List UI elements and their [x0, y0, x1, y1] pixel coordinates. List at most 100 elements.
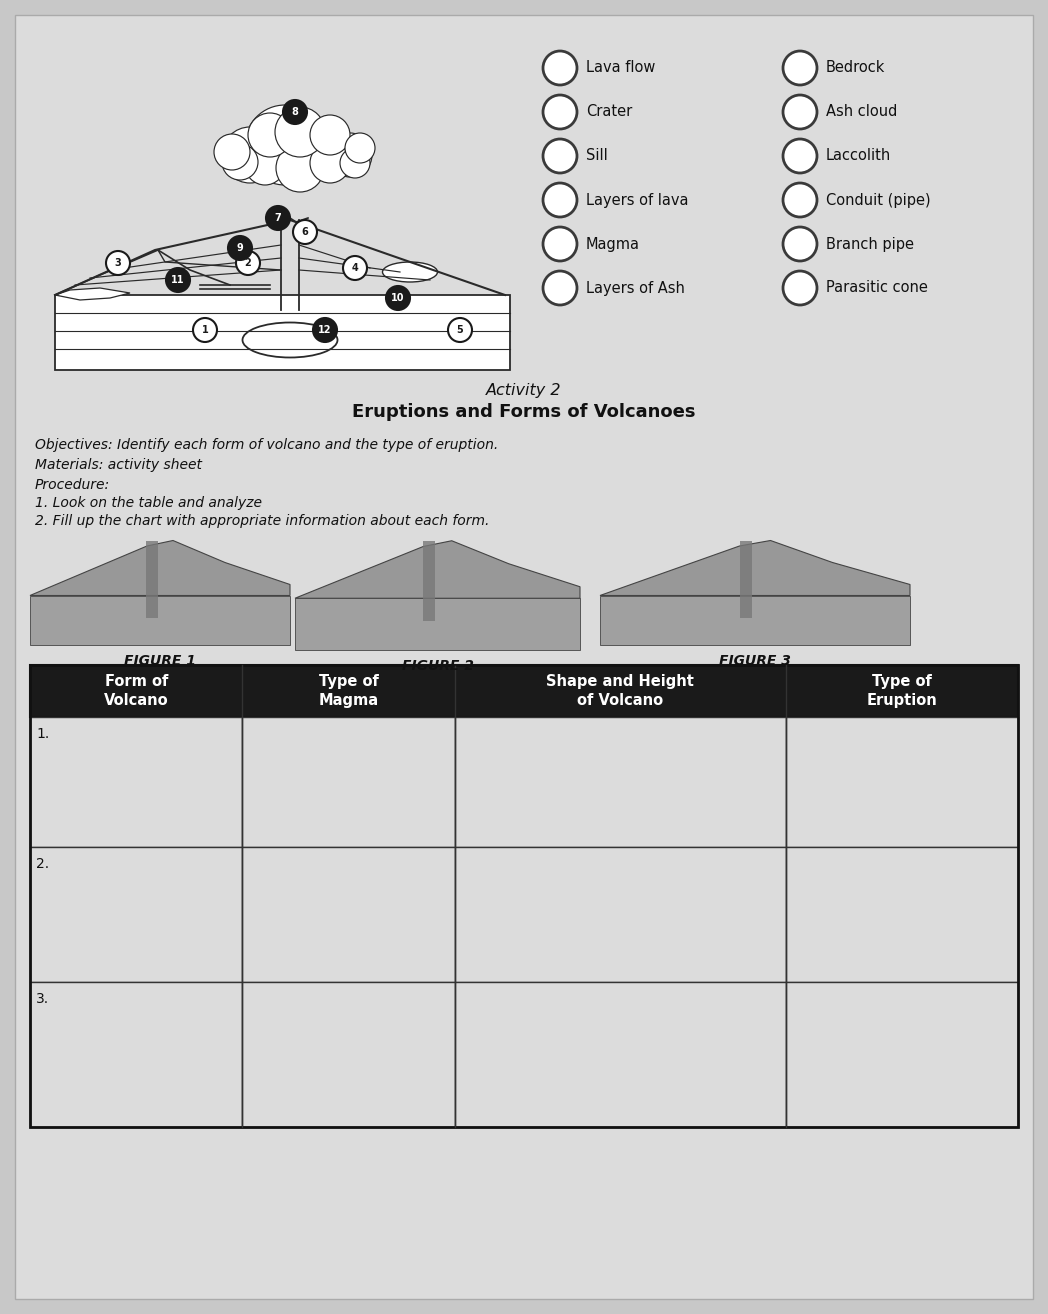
Text: Objectives: Identify each form of volcano and the type of eruption.: Objectives: Identify each form of volcan… — [35, 438, 498, 452]
Text: FIGURE 3: FIGURE 3 — [719, 654, 791, 668]
Circle shape — [543, 95, 577, 129]
Text: Magma: Magma — [586, 237, 640, 251]
Circle shape — [310, 143, 350, 183]
Text: Bedrock: Bedrock — [826, 60, 886, 75]
Circle shape — [783, 227, 817, 261]
Circle shape — [345, 133, 375, 163]
Text: 11: 11 — [171, 275, 184, 285]
Text: Eruptions and Forms of Volcanoes: Eruptions and Forms of Volcanoes — [352, 403, 696, 420]
Text: 2: 2 — [244, 258, 252, 268]
Text: 10: 10 — [391, 293, 405, 304]
Text: FIGURE 2: FIGURE 2 — [401, 660, 474, 673]
Text: 8: 8 — [291, 106, 299, 117]
Circle shape — [283, 100, 307, 124]
Bar — [30, 595, 290, 645]
Text: Type of
Eruption: Type of Eruption — [867, 674, 937, 708]
Bar — [786, 982, 1018, 1127]
Bar — [455, 982, 786, 1127]
Circle shape — [328, 133, 372, 177]
Text: Layers of Ash: Layers of Ash — [586, 280, 685, 296]
Text: 7: 7 — [275, 213, 281, 223]
Polygon shape — [601, 540, 910, 595]
Circle shape — [166, 268, 190, 292]
Circle shape — [783, 51, 817, 85]
Circle shape — [245, 105, 325, 185]
Circle shape — [214, 134, 250, 170]
Circle shape — [783, 139, 817, 173]
Circle shape — [245, 145, 285, 185]
Circle shape — [193, 318, 217, 342]
Text: Sill: Sill — [586, 148, 608, 163]
Bar — [30, 665, 1018, 717]
Circle shape — [543, 271, 577, 305]
Circle shape — [293, 219, 316, 244]
Bar — [242, 717, 455, 848]
Text: Crater: Crater — [586, 105, 632, 120]
Circle shape — [783, 95, 817, 129]
Bar — [54, 296, 510, 371]
Text: 1. Look on the table and analyze: 1. Look on the table and analyze — [35, 495, 262, 510]
Text: Ash cloud: Ash cloud — [826, 105, 897, 120]
Circle shape — [222, 127, 278, 183]
Polygon shape — [294, 541, 580, 598]
Circle shape — [106, 251, 130, 275]
Text: 1: 1 — [201, 325, 209, 335]
Bar — [455, 848, 786, 982]
Bar — [30, 717, 242, 848]
Text: Shape and Height
of Volcano: Shape and Height of Volcano — [546, 674, 694, 708]
Circle shape — [447, 318, 472, 342]
Circle shape — [783, 271, 817, 305]
Text: Materials: activity sheet: Materials: activity sheet — [35, 459, 202, 472]
Circle shape — [543, 51, 577, 85]
Bar — [242, 848, 455, 982]
Text: 6: 6 — [302, 227, 308, 237]
Text: Parasitic cone: Parasitic cone — [826, 280, 927, 296]
Bar — [455, 717, 786, 848]
Circle shape — [543, 227, 577, 261]
Circle shape — [222, 145, 258, 180]
Text: Type of
Magma: Type of Magma — [319, 674, 378, 708]
Polygon shape — [54, 288, 130, 300]
Text: Branch pipe: Branch pipe — [826, 237, 914, 251]
Circle shape — [313, 318, 337, 342]
Text: 2. Fill up the chart with appropriate information about each form.: 2. Fill up the chart with appropriate in… — [35, 514, 489, 528]
Text: 12: 12 — [319, 325, 332, 335]
Circle shape — [343, 256, 367, 280]
Text: 3.: 3. — [36, 992, 49, 1007]
Circle shape — [543, 183, 577, 217]
Text: Procedure:: Procedure: — [35, 478, 110, 491]
Circle shape — [290, 120, 350, 180]
Circle shape — [228, 237, 252, 260]
Text: 5: 5 — [457, 325, 463, 335]
Bar — [601, 595, 910, 645]
Text: Laccolith: Laccolith — [826, 148, 891, 163]
Text: Layers of lava: Layers of lava — [586, 192, 689, 208]
Circle shape — [386, 286, 410, 310]
Circle shape — [275, 106, 325, 156]
Text: Lava flow: Lava flow — [586, 60, 655, 75]
Text: Activity 2: Activity 2 — [486, 382, 562, 398]
Text: FIGURE 1: FIGURE 1 — [124, 654, 196, 668]
Circle shape — [236, 251, 260, 275]
Bar — [30, 848, 242, 982]
Circle shape — [276, 145, 324, 192]
Circle shape — [340, 148, 370, 177]
Text: 4: 4 — [352, 263, 358, 273]
Bar — [786, 848, 1018, 982]
Text: 1.: 1. — [36, 727, 49, 741]
Polygon shape — [30, 540, 290, 595]
Text: 3: 3 — [114, 258, 122, 268]
Circle shape — [266, 206, 290, 230]
Bar — [30, 982, 242, 1127]
Bar — [242, 982, 455, 1127]
Bar — [786, 717, 1018, 848]
Circle shape — [310, 116, 350, 155]
Circle shape — [248, 113, 292, 156]
Bar — [30, 665, 1018, 1127]
Bar — [294, 598, 580, 650]
Text: Form of
Volcano: Form of Volcano — [104, 674, 169, 708]
Text: 2.: 2. — [36, 857, 49, 871]
Circle shape — [543, 139, 577, 173]
Text: 9: 9 — [237, 243, 243, 254]
Ellipse shape — [242, 322, 337, 357]
